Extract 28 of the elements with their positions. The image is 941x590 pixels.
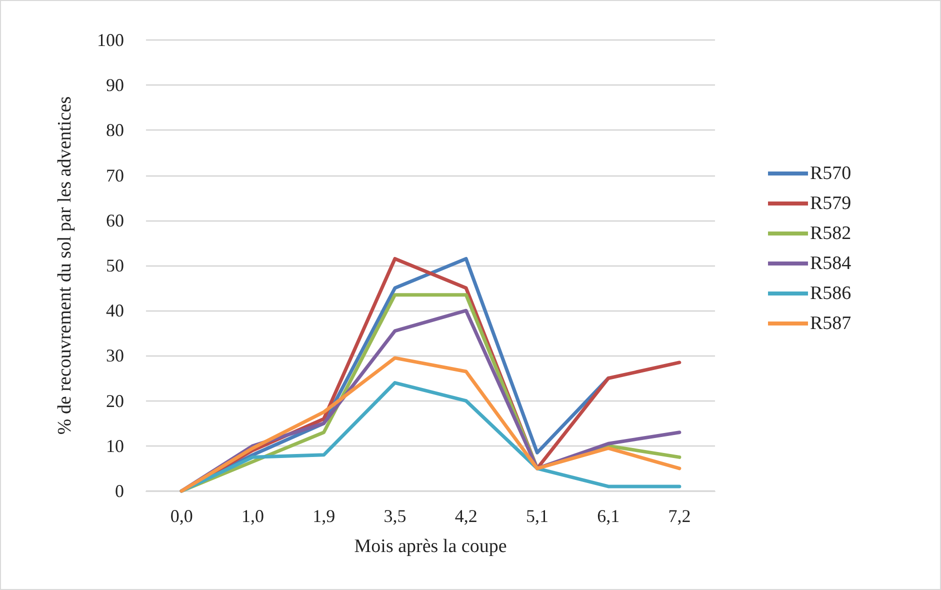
y-tick-label: 40: [106, 300, 124, 321]
y-tick-label: 20: [106, 390, 124, 411]
y-tick-label: 80: [106, 120, 124, 140]
legend-label: R582: [810, 223, 852, 244]
y-tick-label: 70: [106, 165, 124, 186]
legend-label: R579: [810, 193, 852, 214]
x-tick-label: 1,0: [241, 506, 264, 526]
x-tick-label: 4,2: [454, 506, 478, 526]
y-tick-label: 10: [106, 436, 124, 456]
x-axis-title: Mois après la coupe: [354, 536, 507, 557]
x-tick-label: 3,5: [384, 506, 406, 526]
y-tick-label: 90: [106, 75, 124, 96]
x-tick-label: 6,1: [597, 506, 620, 526]
x-tick-label: 7,2: [668, 506, 691, 526]
legend-label: R586: [810, 283, 852, 304]
x-tick-label: 0,0: [170, 506, 193, 526]
x-tick-label: 5,1: [526, 506, 548, 526]
y-axis-title: % de recouvrement du sol par les adventices: [54, 96, 76, 435]
y-tick-label: 0: [115, 481, 124, 501]
legend-label: R570: [810, 163, 852, 184]
y-tick-label: 30: [106, 346, 124, 366]
y-tick-label: 60: [106, 210, 124, 230]
y-tick-label: 50: [106, 256, 124, 276]
line-series: [180, 356, 682, 493]
y-tick-label: 100: [97, 30, 124, 50]
legend-label: R587: [810, 313, 852, 334]
x-tick-label: 1,9: [312, 506, 336, 526]
legend-label: R584: [810, 253, 852, 274]
